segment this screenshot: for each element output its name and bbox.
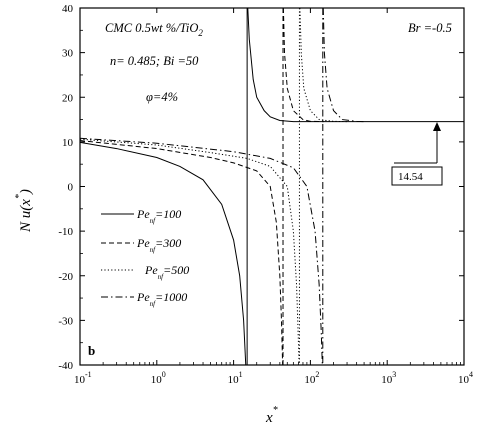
panel-label: b (88, 343, 95, 358)
singularity-lines (246, 8, 324, 365)
y-tick-label: 40 (62, 3, 74, 15)
x-axis-label: x* (265, 405, 278, 426)
annotation-line-3: φ=4% (146, 90, 178, 104)
series-line-0-left (80, 141, 247, 365)
series-line-3-right (322, 8, 365, 123)
series-line-1-right (282, 8, 324, 123)
series-line-0-right (247, 8, 464, 123)
series-line-2-left (80, 138, 300, 365)
legend-entry-2: Penf=500 (144, 263, 189, 281)
series-curves (80, 8, 464, 365)
series-line-2-right (299, 8, 348, 123)
legend: Penf=100 Penf=300 Penf=500 Penf=1000 (101, 207, 189, 308)
y-tick-label: -30 (58, 315, 73, 327)
x-tick-label: 101 (228, 370, 243, 386)
y-tick-label: -40 (58, 360, 73, 372)
x-tick-label: 102 (304, 370, 319, 386)
legend-entry-1: Penf=300 (136, 236, 181, 254)
y-tick-label: -10 (58, 226, 73, 238)
callout-value: 14.54 (398, 171, 423, 183)
callout-arrowhead (433, 122, 441, 131)
y-tick-label: 20 (62, 92, 74, 104)
br-label: Br =-0.5 (408, 21, 452, 35)
y-tick-label: 0 (68, 182, 74, 194)
legend-entry-0: Penf=100 (136, 207, 181, 225)
y-tick-label: 30 (62, 48, 74, 60)
series-line-1-left (80, 140, 284, 365)
legend-entry-3: Penf=1000 (136, 290, 187, 308)
x-tick-label: 104 (458, 370, 473, 386)
asymptote-callout: 14.54 (391, 122, 443, 186)
annotation-block: CMC 0.5wt %/TiO2 n= 0.485; Bi =50 φ=4% (105, 21, 203, 104)
series-line-3-left (80, 137, 323, 365)
x-tick-label: 100 (151, 370, 166, 386)
annotation-line-1: CMC 0.5wt %/TiO2 (105, 21, 203, 38)
x-axis-ticks: 10-1 100 101 102 103 104 (74, 8, 473, 386)
x-tick-label: 10-1 (74, 370, 92, 386)
y-tick-label: -20 (58, 271, 73, 283)
annotation-line-2: n= 0.485; Bi =50 (110, 54, 199, 68)
callout-box (391, 166, 443, 186)
x-tick-label: 103 (381, 370, 396, 386)
y-axis-label: N u(x*) (14, 189, 34, 233)
y-tick-label: 10 (62, 137, 74, 149)
y-axis-ticks: -40 -30 -20 -10 0 10 20 30 40 (58, 3, 464, 372)
